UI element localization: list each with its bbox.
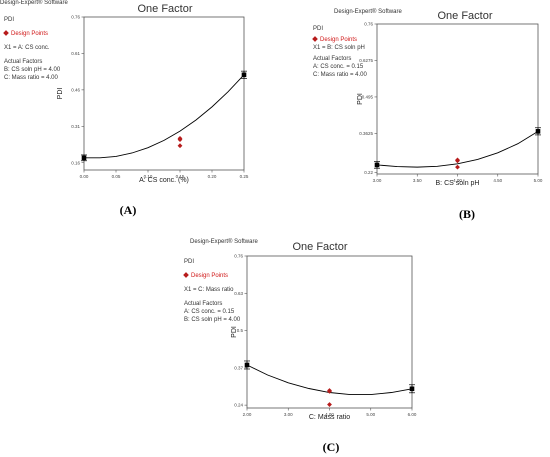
y-tick-label: 0.3625 — [359, 131, 373, 136]
y-axis-label: PDI — [57, 88, 64, 100]
x-axis-label: C: Mass ratio — [309, 414, 350, 421]
y-tick-label: 0.495 — [362, 95, 374, 100]
x-tick-label: 6.00 — [408, 412, 417, 417]
x-tick-label: 0.00 — [80, 174, 89, 179]
panel-label: (C) — [322, 440, 340, 454]
info-block: PDI Design Points X1 = B: CS soln pH Act… — [312, 25, 367, 79]
y-tick-label: 0.16 — [71, 160, 80, 165]
design-points-legend: Design Points — [183, 272, 240, 280]
software-label: Design-Expert® Software — [334, 9, 402, 15]
y-axis-label: PDI — [231, 326, 238, 338]
fitted-curve — [84, 74, 245, 159]
chart-title: One Factor — [437, 10, 493, 22]
y-tick-label: 0.22 — [364, 170, 373, 175]
chart-title: One Factor — [292, 241, 348, 253]
y-tick-label: 0.76 — [71, 15, 80, 20]
plot-frame — [83, 16, 245, 171]
x-tick-label: 4.50 — [493, 178, 502, 183]
y-tick-label: 0.61 — [71, 51, 80, 56]
panel-label: (A) — [119, 203, 137, 217]
y-tick-label: 0.46 — [71, 87, 80, 92]
y-tick-label: 0.76 — [364, 22, 373, 27]
actual-factor: B: CS soln pH = 4.00 — [184, 317, 241, 323]
x-tick-label: 0.25 — [240, 174, 249, 179]
actual-factor: C: Mass ratio = 4.00 — [4, 75, 58, 81]
mean-point — [374, 162, 380, 168]
x-tick-label: 0.10 — [144, 174, 153, 179]
info-block: PDI Design Points X1 = A: CS conc. Actua… — [3, 16, 61, 82]
mean-point — [409, 386, 415, 392]
x1-label: X1 = B: CS soln pH — [313, 45, 365, 51]
plot-area: 0.00 0.05 0.10 0.15 0.20 0.25 0.16 0.31 0.46 0.61… — [57, 15, 249, 184]
actual-factor: B: CS soln pH = 4.00 — [4, 67, 61, 73]
mean-point — [241, 72, 247, 78]
x-tick-label: 0.15 — [176, 174, 185, 179]
x1-label: X1 = A: CS conc. — [4, 45, 50, 51]
x-tick-label: 5.00 — [366, 412, 375, 417]
x-tick-label: 5.00 — [534, 178, 543, 183]
x-tick-label: 3.00 — [373, 178, 382, 183]
actual-factor: A: CS conc. = 0.15 — [313, 64, 364, 70]
x1-label: X1 = C: Mass ratio — [184, 287, 234, 293]
x-tick-label: 4.00 — [453, 178, 462, 183]
plot-frame — [376, 23, 539, 175]
design-point — [327, 402, 332, 407]
y-tick-label: 0.37 — [234, 365, 243, 370]
x-tick-label: 0.20 — [208, 174, 217, 179]
y-tick-label: 0.5 — [237, 328, 244, 333]
design-points-legend: Design Points — [3, 30, 60, 38]
plot-area: 3.00 3.50 4.00 4.50 5.00 0.22 0.3625 0.495 0.627… — [357, 22, 543, 187]
y-tick-label: 0.31 — [71, 124, 80, 129]
y-tick-label: 0.63 — [234, 291, 243, 296]
x-axis-label: A: CS conc. (%) — [139, 177, 189, 184]
x-tick-label: 2.00 — [243, 412, 252, 417]
actual-factors-title: Actual Factors — [313, 56, 352, 62]
response-label: PDI — [184, 259, 195, 265]
y-tick-label: 0.24 — [234, 403, 243, 408]
actual-factors-title: Actual Factors — [4, 59, 43, 65]
actual-factor: A: CS conc. = 0.15 — [184, 309, 235, 315]
software-label: Design-Expert® Software — [190, 239, 258, 245]
design-points-legend: Design Points — [312, 36, 367, 44]
chart-title: One Factor — [137, 3, 193, 15]
mean-point — [81, 155, 87, 161]
response-label: PDI — [4, 17, 15, 23]
x-tick-label: 4.00 — [325, 412, 334, 417]
info-block: PDI Design Points X1 = C: Mass ratio Act… — [183, 258, 241, 324]
software-label: Design-Expert® Software — [0, 0, 68, 6]
response-label: PDI — [313, 26, 324, 32]
x-axis-label: B: CS soln pH — [436, 180, 480, 187]
mean-point — [535, 129, 541, 134]
plot-frame — [246, 255, 413, 409]
x-tick-label: 3.50 — [413, 178, 422, 183]
fitted-curve — [376, 130, 539, 168]
x-tick-label: 3.00 — [284, 412, 293, 417]
y-tick-label: 0.6275 — [359, 58, 373, 63]
y-tick-label: 0.76 — [234, 254, 243, 259]
mean-point — [244, 362, 250, 368]
panel-label: (B) — [459, 207, 475, 221]
design-point — [455, 157, 460, 163]
design-point — [455, 164, 460, 170]
y-axis-label: PDI — [357, 93, 364, 105]
x-tick-label: 0.05 — [112, 174, 121, 179]
actual-factors-title: Actual Factors — [184, 301, 223, 307]
actual-factor: C: Mass ratio = 4.00 — [313, 72, 367, 78]
